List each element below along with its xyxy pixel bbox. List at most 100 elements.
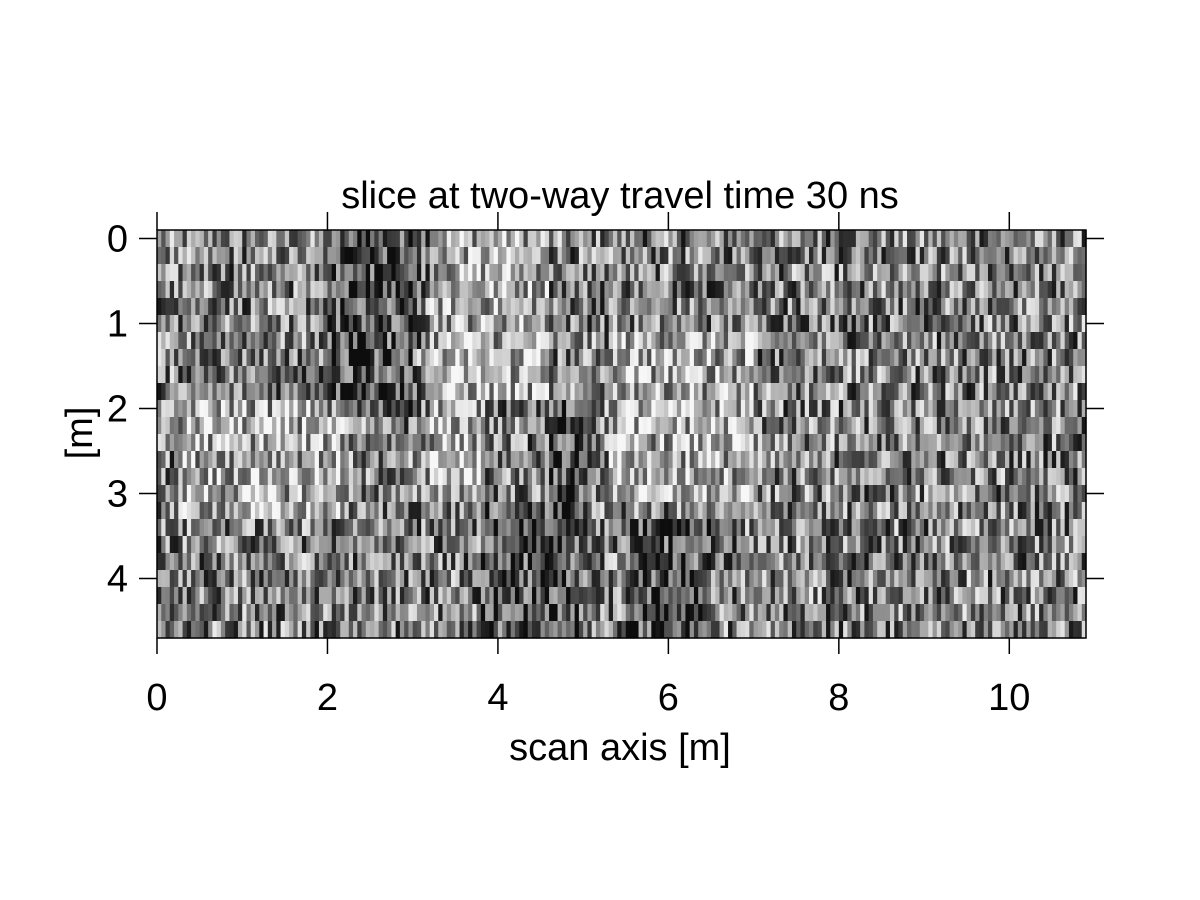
heatmap-cell [936,298,942,316]
heatmap-cell [804,366,810,384]
heatmap-cell [659,315,665,333]
heatmap-cell [894,434,900,452]
heatmap-cell [762,519,767,537]
heatmap-cell [915,298,921,316]
heatmap-cell [161,502,167,520]
heatmap-cell [1026,434,1032,452]
heatmap-cell [915,417,921,435]
heatmap-cell [318,417,324,435]
heatmap-cell [195,519,201,537]
heatmap-cell [630,570,635,588]
heatmap-cell [587,230,593,248]
heatmap-cell [446,383,452,401]
heatmap-cell [480,383,486,401]
heatmap-cell [391,587,397,605]
heatmap-cell [800,468,806,486]
heatmap-cell [655,536,661,554]
heatmap-cell [630,519,635,537]
heatmap-cell [263,264,269,282]
heatmap-cell [416,553,422,571]
heatmap-cell [361,502,367,520]
heatmap-cell [208,349,213,367]
heatmap-cell [335,366,341,384]
heatmap-cell [809,536,814,554]
heatmap-cell [693,536,699,554]
heatmap-cell [378,485,384,503]
heatmap-cell [757,587,763,605]
heatmap-cell [591,587,597,605]
heatmap-cell [826,502,831,520]
heatmap-cell [1005,264,1010,282]
heatmap-cell [919,451,925,469]
heatmap-cell [809,587,814,605]
heatmap-cell [412,434,418,452]
heatmap-cell [642,366,648,384]
heatmap-cell [774,519,780,537]
heatmap-cell [263,570,269,588]
heatmap-cell [561,434,567,452]
heatmap-cell [894,485,900,503]
heatmap-cell [455,587,461,605]
heatmap-cell [762,417,767,435]
heatmap-cell [757,349,763,367]
heatmap-cell [612,434,618,452]
heatmap-cell [924,536,929,554]
heatmap-cell [395,349,401,367]
heatmap-cell [864,230,870,248]
heatmap-cell [293,604,299,622]
heatmap-cell [536,315,542,333]
heatmap-cell [821,468,827,486]
heatmap-cell [1017,332,1023,350]
heatmap-cell [817,281,823,299]
heatmap-cell [996,451,1002,469]
heatmap-cell [506,468,512,486]
heatmap-cell [779,230,785,248]
heatmap-cell [301,349,307,367]
heatmap-cell [693,366,699,384]
heatmap-cell [868,604,874,622]
heatmap-cell [1077,230,1083,248]
heatmap-cell [958,400,964,418]
heatmap-cell [659,536,665,554]
heatmap-cell [834,604,840,622]
heatmap-cell [681,502,687,520]
heatmap-cell [706,434,712,452]
heatmap-cell [1039,349,1044,367]
heatmap-cell [1005,247,1010,265]
heatmap-cell [902,315,908,333]
heatmap-cell [1009,298,1015,316]
heatmap-cell [791,468,797,486]
heatmap-cell [970,247,976,265]
heatmap-cell [928,417,934,435]
heatmap-cell [289,451,294,469]
heatmap-cell [868,281,874,299]
heatmap-cell [983,332,989,350]
heatmap-cell [1047,553,1053,571]
heatmap-cell [348,315,354,333]
heatmap-cell [608,587,614,605]
heatmap-cell [698,587,704,605]
heatmap-cell [847,451,853,469]
heatmap-cell [638,281,644,299]
heatmap-cell [463,383,469,401]
heatmap-cell [634,247,640,265]
heatmap-cell [212,383,218,401]
heatmap-cell [983,587,989,605]
heatmap-cell [489,587,495,605]
heatmap-cell [698,315,704,333]
heatmap-cell [370,451,375,469]
heatmap-cell [472,536,478,554]
heatmap-cell [732,451,738,469]
heatmap-cell [668,434,674,452]
heatmap-cell [1026,281,1032,299]
heatmap-cell [736,315,742,333]
heatmap-cell [289,400,294,418]
heatmap-cell [970,536,976,554]
heatmap-cell [664,264,669,282]
heatmap-cell [182,366,188,384]
heatmap-cell [987,536,993,554]
heatmap-cell [1043,587,1049,605]
heatmap-cell [455,298,461,316]
heatmap-cell [932,502,938,520]
